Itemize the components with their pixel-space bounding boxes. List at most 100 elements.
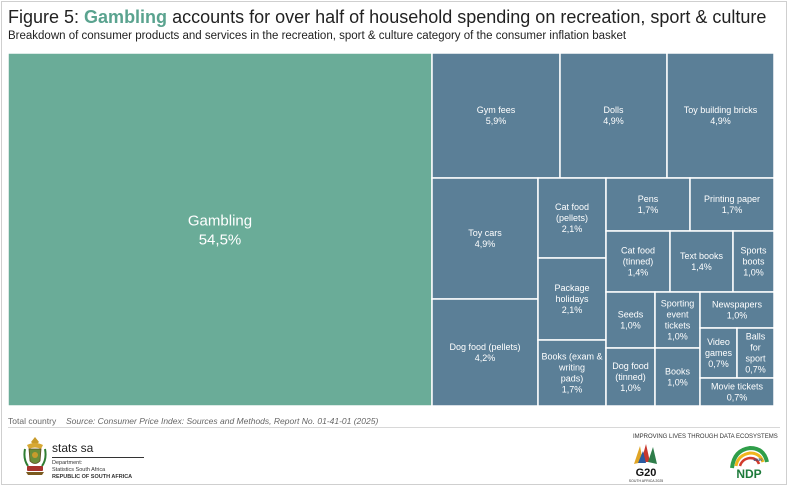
- coverage-note: Total country: [8, 416, 57, 426]
- tile-name: Package: [554, 283, 589, 293]
- ndp-text: NDP: [736, 467, 761, 481]
- tile-sporting-event-tickets: [654, 291, 701, 349]
- tile-name: Cat food: [555, 202, 589, 212]
- title-prefix: Figure 5:: [8, 7, 85, 27]
- tile-value: 1,7%: [722, 205, 743, 215]
- tile-label-toy-building-bricks: Toy building bricks 4,9%: [684, 105, 758, 126]
- tile-value: 0,7%: [727, 393, 748, 403]
- tile-name: Newspapers: [712, 300, 763, 310]
- g20-subtext: SOUTH AFRICA 2025: [629, 479, 663, 483]
- tile-balls-for-sport: [736, 327, 775, 379]
- tile-name: holidays: [555, 294, 589, 304]
- tile-label-books-exam-writing-pads: Books (exam & writing pads) 1,7%: [541, 352, 602, 395]
- tile-label-books: Books 1,0%: [665, 367, 691, 388]
- g20-text: G20: [636, 467, 657, 479]
- tile-label-dog-food-tinned: Dog food (tinned) 1,0%: [612, 361, 649, 393]
- tile-movie-tickets: [699, 377, 775, 407]
- tile-name: tickets: [665, 321, 691, 331]
- tile-label-sports-boots: Sports boots 1,0%: [740, 246, 767, 278]
- tile-value: 4,9%: [710, 116, 731, 126]
- tile-value: 1,0%: [667, 332, 688, 342]
- source-note: Source: Consumer Price Index: Sources an…: [66, 416, 379, 426]
- tile-label-package-holidays: Package holidays 2,1%: [554, 283, 589, 315]
- tile-value: 1,4%: [691, 262, 712, 272]
- tile-label-cat-food-tinned: Cat food (tinned) 1,4%: [621, 246, 655, 278]
- tile-value: 4,9%: [603, 116, 624, 126]
- tile-label-pens: Pens 1,7%: [638, 194, 659, 215]
- tile-value: 54,5%: [199, 231, 242, 248]
- tile-seeds: [605, 291, 656, 349]
- tile-label-dog-food-pellets: Dog food (pellets) 4,2%: [449, 342, 520, 363]
- tile-label-movie-tickets: Movie tickets 0,7%: [711, 382, 764, 403]
- tile-name: Dolls: [603, 105, 624, 115]
- tile-label-gym-fees: Gym fees 5,9%: [477, 105, 516, 126]
- footer-divider: [8, 427, 780, 428]
- tile-name: Cat food: [621, 246, 655, 256]
- tile-value: 1,0%: [743, 268, 764, 278]
- tile-label-toy-cars: Toy cars 4,9%: [468, 228, 502, 249]
- tile-newspapers: [699, 291, 775, 329]
- tile-value: 1,0%: [620, 321, 641, 331]
- ndp-logo-icon: NDP 2030: [730, 445, 769, 481]
- tile-value: 1,0%: [727, 311, 748, 321]
- tile-name: pads): [561, 374, 584, 384]
- tile-value: 1,7%: [562, 385, 583, 395]
- tile-label-balls-for-sport: Balls for sport 0,7%: [745, 332, 766, 375]
- tile-toy-cars: [431, 177, 539, 300]
- tile-name: Dog food: [612, 361, 649, 371]
- org-line-stats: Statistics South Africa: [52, 467, 106, 473]
- tile-dog-food-pellets: [431, 298, 539, 407]
- tile-video-games: [699, 327, 738, 379]
- tile-value: 4,9%: [475, 239, 496, 249]
- tile-label-gambling: Gambling 54,5%: [188, 212, 252, 248]
- tile-value: 2,1%: [562, 224, 583, 234]
- tile-name: Text books: [680, 251, 724, 261]
- title-rest: accounts for over half of household spen…: [167, 7, 767, 27]
- tile-printing-paper: [689, 177, 775, 232]
- tile-gambling: [7, 52, 433, 407]
- tile-name: Books: [665, 367, 691, 377]
- tile-name: Movie tickets: [711, 382, 764, 392]
- title-highlight: Gambling: [84, 7, 168, 27]
- tile-name: Sporting: [661, 299, 695, 309]
- tile-cat-food-pellets: [537, 177, 607, 259]
- org-name: stats sa: [52, 441, 94, 455]
- chart-title: Figure 5: Gambling accounts for over hal…: [8, 7, 766, 28]
- tile-name: Dog food (pellets): [449, 342, 520, 352]
- tile-value: 2,1%: [562, 305, 583, 315]
- tile-name: Toy building bricks: [684, 105, 758, 115]
- org-line-department: Department:: [52, 460, 83, 466]
- tile-value: 0,7%: [708, 359, 729, 369]
- tile-name: Pens: [638, 194, 659, 204]
- tile-value: 4,2%: [475, 353, 496, 363]
- org-underline: [52, 457, 144, 458]
- g20-logo-icon: G20 SOUTH AFRICA 2025: [629, 444, 663, 483]
- tile-dolls: [559, 52, 668, 179]
- tile-value: 5,9%: [486, 116, 507, 126]
- tile-books: [654, 347, 701, 407]
- tile-label-sporting-event-tickets: Sporting event tickets 1,0%: [661, 299, 695, 342]
- tile-name: Balls: [746, 332, 766, 342]
- tile-name: event: [666, 310, 689, 320]
- tile-name: Gambling: [188, 212, 252, 229]
- tile-name: Seeds: [618, 310, 644, 320]
- tile-name: (tinned): [615, 372, 646, 382]
- tile-name: sport: [745, 354, 766, 364]
- tile-name: boots: [742, 257, 765, 267]
- tile-value: 1,7%: [638, 205, 659, 215]
- tile-name: Sports: [740, 246, 767, 256]
- tile-label-printing-paper: Printing paper 1,7%: [704, 194, 760, 215]
- tile-value: 1,0%: [620, 383, 641, 393]
- tile-name: games: [705, 348, 733, 358]
- tile-gym-fees: [431, 52, 561, 179]
- tile-dog-food-tinned: [605, 347, 656, 407]
- tile-name: Video: [707, 337, 730, 347]
- tile-value: 0,7%: [745, 365, 766, 375]
- tile-name: writing: [558, 363, 585, 373]
- coat-of-arms-icon: [23, 437, 47, 475]
- chart-subtitle: Breakdown of consumer products and servi…: [8, 30, 627, 42]
- tile-label-cat-food-pellets: Cat food (pellets) 2,1%: [555, 202, 589, 234]
- tile-books-exam-writing-pads: [537, 339, 607, 407]
